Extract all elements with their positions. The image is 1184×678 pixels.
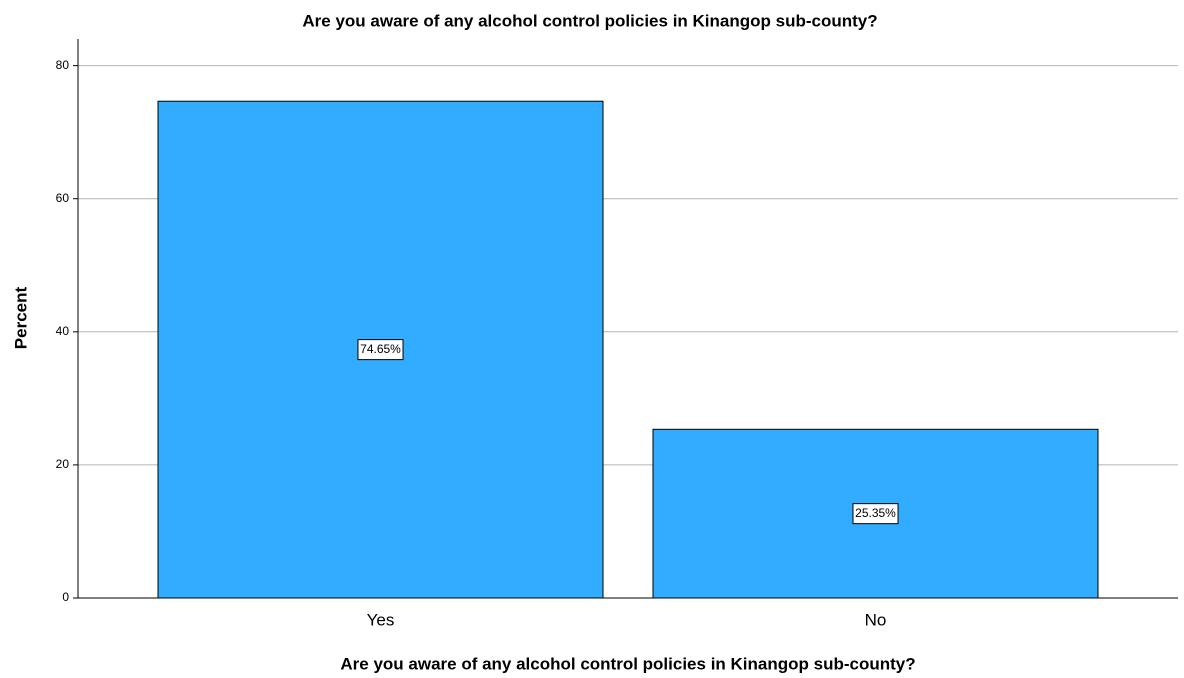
y-tick-label: 80 bbox=[56, 58, 70, 72]
value-label: 25.35% bbox=[855, 506, 896, 520]
x-axis-title: Are you aware of any alcohol control pol… bbox=[340, 654, 915, 673]
value-label-box bbox=[357, 339, 404, 361]
y-tick-label: 0 bbox=[62, 590, 69, 604]
value-label: 74.65% bbox=[360, 342, 401, 356]
y-tick-label: 20 bbox=[56, 457, 70, 471]
y-tick-label: 60 bbox=[56, 191, 70, 205]
x-tick-label: Yes bbox=[367, 610, 395, 629]
x-tick-label: No bbox=[865, 610, 887, 629]
y-axis-title: Percent bbox=[11, 286, 30, 349]
y-tick-label: 40 bbox=[56, 324, 70, 338]
chart-title: Are you aware of any alcohol control pol… bbox=[302, 11, 877, 30]
value-label-box bbox=[852, 503, 899, 525]
